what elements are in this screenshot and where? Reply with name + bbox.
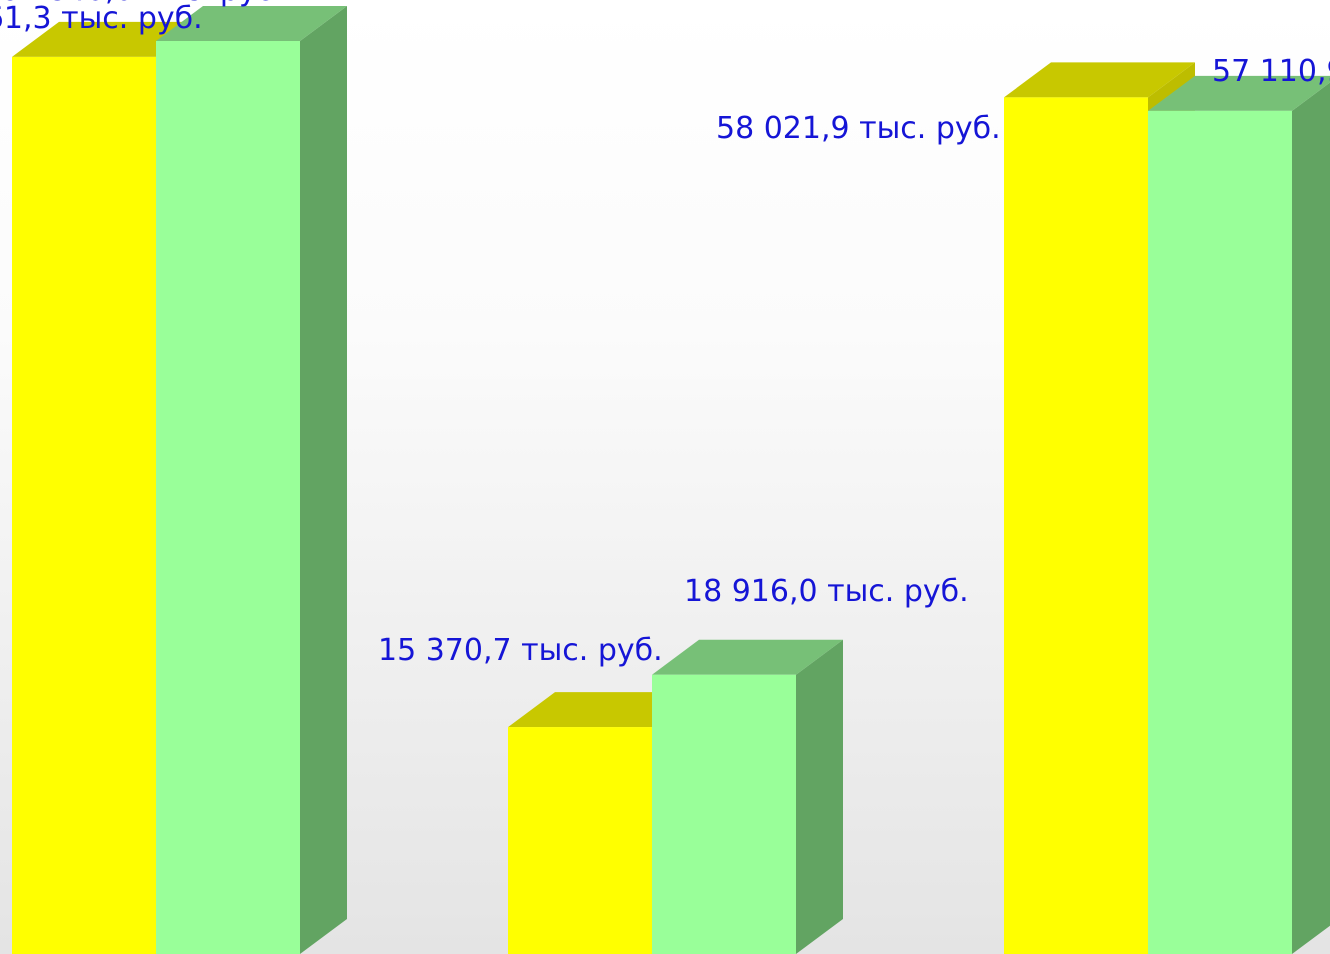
bar-top-face <box>156 6 347 41</box>
bar-top-face <box>508 692 699 728</box>
bar-front-face <box>652 674 796 954</box>
data-label-1-series-1: 60 761,3 тыс. руб. <box>0 1 203 36</box>
bar-front-face <box>1148 110 1292 954</box>
labels-layer: 60 761,3 тыс. руб.61 840,0 тыс. руб. 15 3… <box>0 0 1330 668</box>
bar-front-face <box>156 41 300 954</box>
bar-side-face <box>1292 82 1330 954</box>
bars-layer <box>12 6 1330 954</box>
data-label-2-series-2: 18 916,0 тыс. руб. <box>684 574 969 609</box>
bar-3-series-2 <box>1148 75 1330 954</box>
bar-side-face <box>796 639 843 954</box>
bar-2-series-2 <box>652 639 843 954</box>
bar-top-face <box>12 21 203 57</box>
bar-1-series-2 <box>156 6 347 954</box>
bar-top-face <box>652 639 843 675</box>
data-label-2-series-1: 15 370,7 тыс. руб. <box>378 633 663 668</box>
bar-top-face <box>1004 62 1195 98</box>
bar-top-face <box>1148 75 1330 111</box>
data-label-1-series-2: 61 840,0 тыс. руб. <box>0 0 285 8</box>
bar-front-face <box>508 727 652 954</box>
bar-front-face <box>1004 97 1148 954</box>
data-label-3-series-2: 57 110,9 тыс. руб. <box>1212 54 1330 89</box>
bar-side-face <box>300 6 347 954</box>
data-label-3-series-1: 58 021,9 тыс. руб. <box>716 111 1001 146</box>
bar-front-face <box>12 56 156 954</box>
